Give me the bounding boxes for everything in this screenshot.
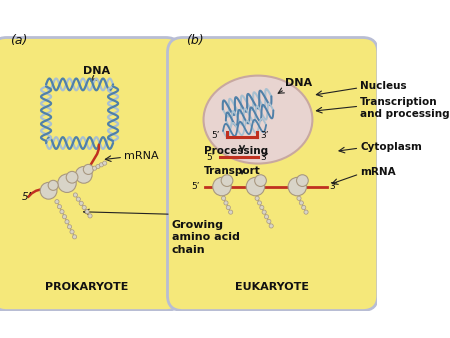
Text: 3’: 3’ <box>261 131 269 140</box>
Circle shape <box>299 201 303 205</box>
Circle shape <box>60 210 64 214</box>
FancyBboxPatch shape <box>0 38 181 311</box>
Circle shape <box>88 214 92 218</box>
Text: 3’: 3’ <box>261 153 269 162</box>
Circle shape <box>65 220 69 224</box>
Text: 3’: 3’ <box>329 182 338 191</box>
Circle shape <box>260 206 264 210</box>
Circle shape <box>297 175 308 187</box>
Text: 5’: 5’ <box>191 182 199 191</box>
Circle shape <box>229 210 233 214</box>
Text: DNA: DNA <box>83 66 110 75</box>
Circle shape <box>96 164 100 169</box>
Text: mRNA: mRNA <box>360 167 396 177</box>
Text: EUKARYOTE: EUKARYOTE <box>235 282 309 292</box>
Text: Processing: Processing <box>204 146 269 155</box>
Circle shape <box>70 230 74 234</box>
Text: DNA: DNA <box>285 78 312 88</box>
Circle shape <box>66 171 78 183</box>
Circle shape <box>297 196 301 200</box>
Circle shape <box>224 201 228 205</box>
Circle shape <box>68 225 72 229</box>
Text: Transcription
and processing: Transcription and processing <box>360 97 450 119</box>
Circle shape <box>79 201 83 206</box>
Text: Cytoplasm: Cytoplasm <box>360 142 422 152</box>
Circle shape <box>40 183 57 199</box>
Circle shape <box>72 235 76 239</box>
Circle shape <box>265 215 269 219</box>
Circle shape <box>85 210 89 214</box>
Text: Nucleus: Nucleus <box>360 81 407 91</box>
Circle shape <box>255 196 259 200</box>
Circle shape <box>48 180 58 190</box>
Circle shape <box>73 193 77 197</box>
Circle shape <box>257 201 261 205</box>
Circle shape <box>103 161 107 165</box>
Circle shape <box>246 177 265 196</box>
Text: (b): (b) <box>186 34 203 47</box>
Circle shape <box>221 175 233 187</box>
Text: Transport: Transport <box>204 167 261 176</box>
Circle shape <box>99 163 104 167</box>
Text: (a): (a) <box>10 34 27 47</box>
Text: PROKARYOTE: PROKARYOTE <box>45 282 128 292</box>
Circle shape <box>57 204 62 209</box>
Circle shape <box>213 177 231 196</box>
Text: Growing
amino acid
chain: Growing amino acid chain <box>172 220 239 255</box>
Circle shape <box>82 206 86 210</box>
Ellipse shape <box>203 76 312 164</box>
Circle shape <box>58 174 76 192</box>
Circle shape <box>226 206 230 210</box>
Circle shape <box>262 210 266 214</box>
Circle shape <box>76 167 92 183</box>
FancyBboxPatch shape <box>167 38 378 311</box>
Text: mRNA: mRNA <box>124 151 158 162</box>
Circle shape <box>93 166 97 170</box>
Circle shape <box>255 175 266 187</box>
Circle shape <box>304 210 308 214</box>
Circle shape <box>83 164 94 174</box>
Circle shape <box>55 199 59 204</box>
Circle shape <box>269 224 273 228</box>
Circle shape <box>302 206 306 210</box>
Text: 5’: 5’ <box>22 192 32 202</box>
Text: 5’: 5’ <box>212 131 220 140</box>
Circle shape <box>288 177 306 196</box>
Circle shape <box>267 219 271 223</box>
Circle shape <box>76 197 81 201</box>
Circle shape <box>63 215 67 219</box>
Text: 5’: 5’ <box>206 153 214 162</box>
Circle shape <box>221 196 226 200</box>
